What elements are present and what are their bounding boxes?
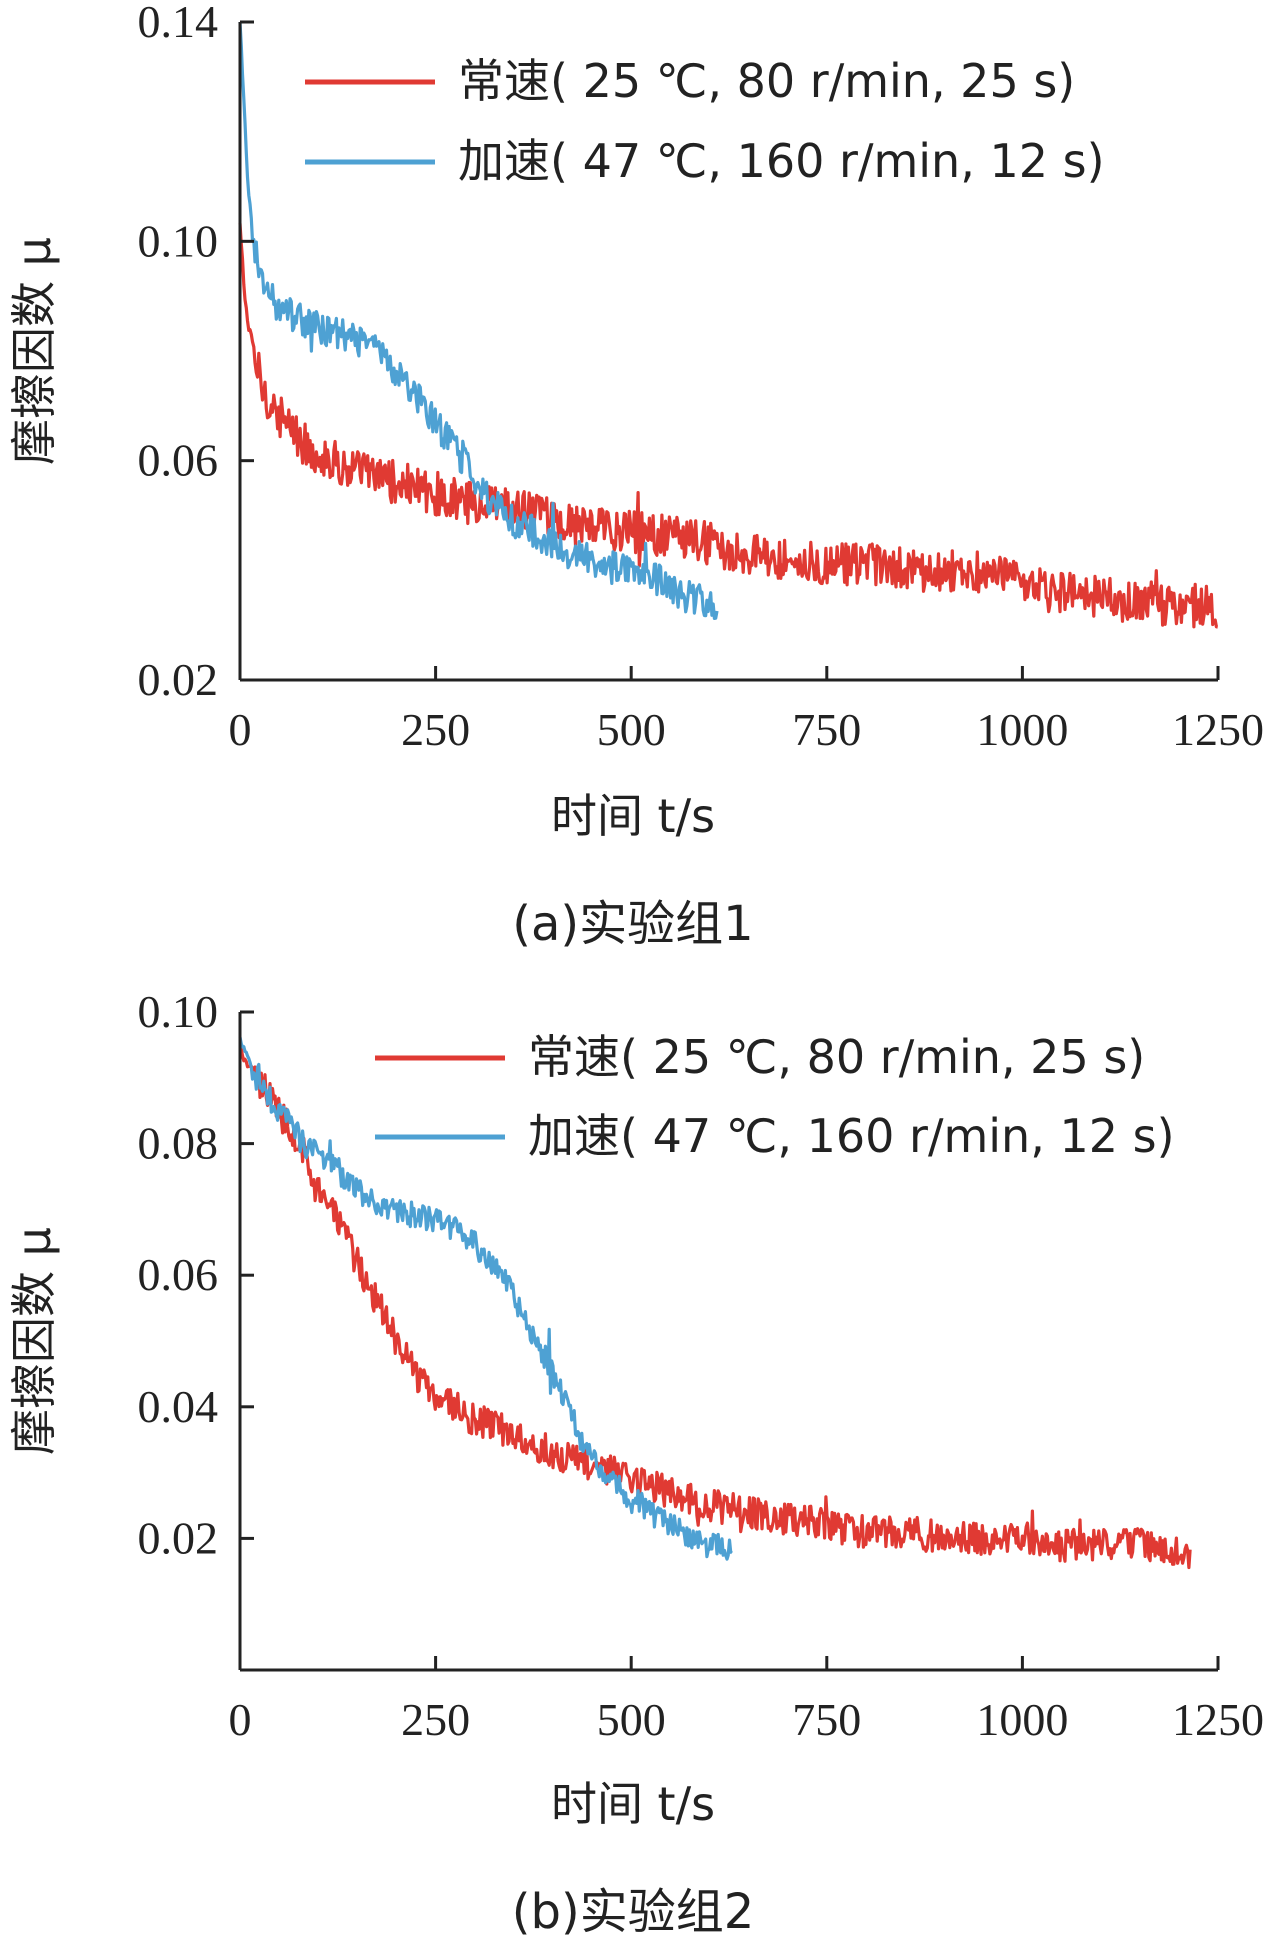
x-tick-label: 1250 — [1172, 1694, 1264, 1745]
x-tick-label: 1250 — [1172, 704, 1264, 755]
x-tick-label: 500 — [597, 704, 666, 755]
y-tick-label: 0.06 — [138, 435, 219, 486]
x-tick-label: 1000 — [976, 1694, 1068, 1745]
panel-b: 0 250 500 750 1000 1250 0.02 0.04 0.06 0.08 0.10 时… — [7, 986, 1264, 1940]
x-tick-label: 250 — [401, 1694, 470, 1745]
ticks-a: 0 250 500 750 1000 1250 0.02 0.06 0.10 0.14 — [138, 0, 1265, 755]
y-tick-label: 0.10 — [138, 986, 219, 1037]
series-layer-b — [238, 1036, 1192, 1570]
legend-label-constant-b: 常速( 25 ℃, 80 r/min, 25 s) — [528, 1030, 1145, 1084]
series-layer-a — [238, 21, 1219, 629]
y-tick-label: 0.06 — [138, 1249, 219, 1300]
x-tick-label: 0 — [229, 1694, 252, 1745]
legend-label-constant-a: 常速( 25 ℃, 80 r/min, 25 s) — [458, 54, 1075, 108]
legend-label-accelerated-b: 加速( 47 ℃, 160 r/min, 12 s) — [528, 1109, 1175, 1163]
panel-a: 0 250 500 750 1000 1250 0.02 0.06 0.10 0.14 时间 t/… — [7, 0, 1264, 952]
y-tick-label: 0.14 — [138, 0, 219, 47]
x-axis-label-a: 时间 t/s — [551, 789, 715, 843]
y-axis-label-b: 摩擦因数 μ — [7, 1227, 61, 1455]
ticks-b: 0 250 500 750 1000 1250 0.02 0.04 0.06 0.08 0.10 — [138, 986, 1265, 1745]
caption-a: (a)实验组1 — [512, 896, 753, 952]
x-tick-label: 1000 — [976, 704, 1068, 755]
y-tick-label: 0.08 — [138, 1118, 219, 1169]
y-tick-label: 0.04 — [138, 1381, 219, 1432]
series-line-accelerated — [238, 1036, 733, 1561]
y-tick-label: 0.02 — [138, 1512, 219, 1563]
series-line-constant-speed — [238, 223, 1219, 629]
x-tick-label: 750 — [792, 704, 861, 755]
legend-label-accelerated-a: 加速( 47 ℃, 160 r/min, 12 s) — [458, 134, 1105, 188]
y-tick-label: 0.02 — [138, 654, 219, 705]
x-tick-label: 250 — [401, 704, 470, 755]
series-line-accelerated — [238, 21, 719, 621]
y-axis-label-a: 摩擦因数 μ — [7, 237, 61, 465]
x-tick-label: 750 — [792, 1694, 861, 1745]
x-axis-label-b: 时间 t/s — [551, 1777, 715, 1831]
y-tick-label: 0.10 — [138, 215, 219, 266]
legend-b: 常速( 25 ℃, 80 r/min, 25 s) 加速( 47 ℃, 160 … — [375, 1030, 1175, 1163]
x-tick-label: 0 — [229, 704, 252, 755]
caption-b: (b)实验组2 — [512, 1884, 754, 1940]
x-tick-label: 500 — [597, 1694, 666, 1745]
legend-a: 常速( 25 ℃, 80 r/min, 25 s) 加速( 47 ℃, 160 … — [305, 54, 1105, 188]
series-line-constant-speed — [239, 1047, 1192, 1570]
